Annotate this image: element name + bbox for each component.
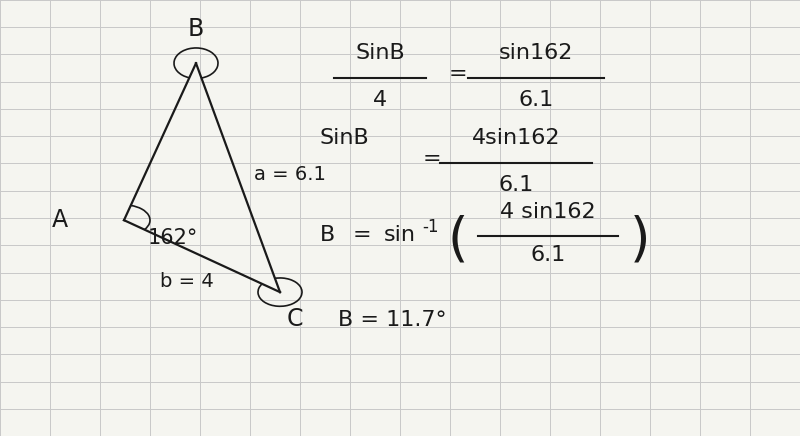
Text: a = 6.1: a = 6.1 — [254, 165, 326, 184]
Text: SinB: SinB — [355, 43, 405, 63]
Text: SinB: SinB — [319, 128, 369, 148]
Text: sin162: sin162 — [499, 43, 573, 63]
Text: sin: sin — [384, 225, 416, 245]
Text: =: = — [422, 149, 442, 169]
Text: 6.1: 6.1 — [498, 175, 534, 195]
Text: b = 4: b = 4 — [160, 272, 214, 291]
Text: 4: 4 — [373, 90, 387, 110]
Text: =: = — [448, 64, 467, 84]
Text: 162°: 162° — [148, 228, 198, 248]
Text: 4 sin162: 4 sin162 — [500, 202, 596, 222]
Text: -1: -1 — [422, 218, 438, 236]
Text: B: B — [188, 17, 204, 41]
Text: A: A — [52, 208, 68, 232]
Text: 6.1: 6.1 — [530, 245, 566, 265]
Text: =: = — [352, 225, 371, 245]
Text: B = 11.7°: B = 11.7° — [338, 310, 446, 330]
Text: 4sin162: 4sin162 — [472, 128, 560, 148]
Text: B: B — [320, 225, 336, 245]
Text: C: C — [286, 307, 302, 331]
Text: 6.1: 6.1 — [518, 90, 554, 110]
Text: ): ) — [630, 215, 650, 267]
Text: (: ( — [447, 215, 468, 267]
